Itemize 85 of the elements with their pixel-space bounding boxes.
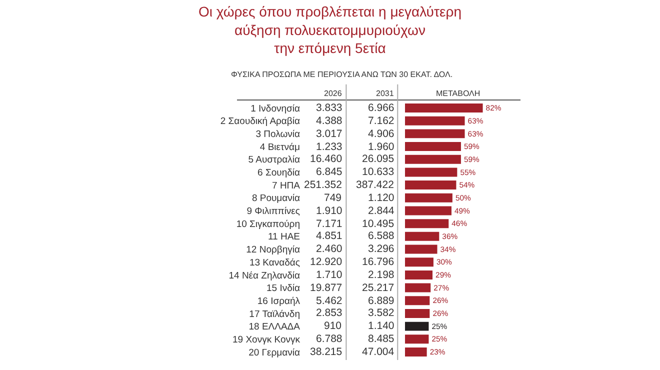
text: 16.460 [310, 153, 342, 165]
text: ΜΕΤΑΒΟΛΗ [436, 89, 480, 98]
bar [405, 168, 458, 177]
text: 2.844 [368, 205, 394, 217]
text: 4.388 [316, 115, 342, 127]
text: 3.296 [368, 243, 394, 255]
y-tick-label: 17 Ταϊλάνδη [249, 308, 300, 320]
text: 387.422 [356, 179, 394, 191]
text: 2.198 [368, 269, 394, 281]
y-tick-label: 7 ΗΠΑ [272, 180, 301, 192]
text: 6.788 [316, 333, 342, 345]
bar [405, 283, 431, 292]
y-tick-label: 18 ΕΛΛΑΔΑ [248, 322, 301, 333]
bar [405, 348, 427, 356]
bar [405, 104, 483, 112]
bar [405, 258, 434, 267]
text: 12.920 [310, 256, 342, 268]
text: 4.906 [368, 128, 394, 140]
y-tick-label: 19 Χονγκ Κονγκ [232, 334, 300, 346]
bar [405, 308, 430, 318]
bar [405, 154, 461, 164]
y-tick-label: 3 Πολωνία [256, 129, 301, 140]
chart-subtitle: ΦΥΣΙΚΑ ΠΡΟΣΩΠΑ ΜΕ ΠΕΡΙΟΥΣΙΑ ΑΝΩ ΤΩΝ 30 ΕΚΑΤ. ΔΟΛ. [231, 70, 453, 79]
text: 6.588 [368, 230, 394, 242]
text: 1.910 [316, 205, 342, 217]
text: 2.460 [316, 243, 342, 255]
text: 25.217 [362, 282, 394, 294]
text: 2026 [324, 89, 342, 98]
text: 7.162 [368, 115, 394, 127]
text: 2031 [376, 89, 394, 98]
bar [405, 129, 465, 138]
y-tick-label: 5 Αυστραλία [248, 154, 301, 166]
bar [405, 206, 452, 216]
text: 1.710 [316, 269, 342, 281]
y-tick-label: 6 Σουηδία [258, 168, 301, 179]
y-tick-label: 20 Γερμανία [248, 347, 300, 358]
text: 8.485 [368, 333, 394, 345]
bar [405, 116, 465, 126]
y-tick-label: 2 Σαουδική Αραβία [220, 116, 300, 128]
bar [405, 334, 429, 344]
text: 5.462 [316, 295, 342, 307]
text: 10.495 [362, 218, 394, 230]
y-tick-label: 1 Ινδονησία [250, 103, 300, 114]
text: 251.352 [304, 179, 342, 191]
text: 1.140 [368, 320, 394, 332]
bar [405, 232, 440, 241]
text: 4.851 [316, 230, 342, 242]
text: 2.853 [316, 307, 342, 319]
bar [405, 142, 461, 152]
text: 1.960 [368, 141, 394, 153]
text: 19.877 [310, 282, 342, 294]
y-tick-label: 10 Σιγκαπούρη [236, 218, 300, 230]
y-tick-label: 4 Βιετνάμ [260, 142, 300, 153]
text: 1.233 [316, 141, 342, 153]
text: 16.796 [362, 256, 394, 268]
text: 7.171 [316, 218, 342, 230]
text: 749 [324, 192, 342, 204]
text: 47.004 [362, 346, 394, 358]
y-tick-label: 8 Ρουμανία [252, 193, 300, 204]
text: 3.833 [316, 102, 342, 114]
text: 38.215 [310, 346, 342, 358]
text: 3.017 [316, 128, 342, 140]
text: 1.120 [368, 192, 394, 204]
bar [405, 219, 449, 228]
y-tick-label: 15 Ινδία [266, 283, 300, 294]
y-tick-label: 13 Καναδάς [249, 257, 300, 268]
bar [405, 244, 438, 254]
bar [405, 180, 456, 190]
text: 26.095 [362, 153, 394, 165]
chart-title: Οι χώρες όπου προβλέπεται η μεγαλύτερη αύξηση πολυεκατομμυριούχων την επόμενη 5ετία [198, 4, 462, 56]
y-tick-label: 14 Νέα Ζηλανδία [228, 270, 300, 282]
bar [405, 322, 429, 331]
text: 6.966 [368, 102, 394, 114]
bar [405, 270, 433, 280]
text: 10.633 [362, 166, 394, 178]
y-tick-label: 9 Φιλιππίνες [246, 206, 300, 218]
y-tick-label: 12 Νορβηγία [246, 244, 301, 256]
text: 6.889 [368, 295, 394, 307]
text: 910 [324, 320, 342, 332]
text: 6.845 [316, 166, 342, 178]
bar [405, 296, 430, 306]
text: 3.582 [368, 307, 394, 319]
y-tick-label: 16 Ισραήλ [257, 296, 300, 307]
bar [405, 193, 452, 202]
y-tick-label: 11 ΗΑΕ [268, 232, 300, 243]
